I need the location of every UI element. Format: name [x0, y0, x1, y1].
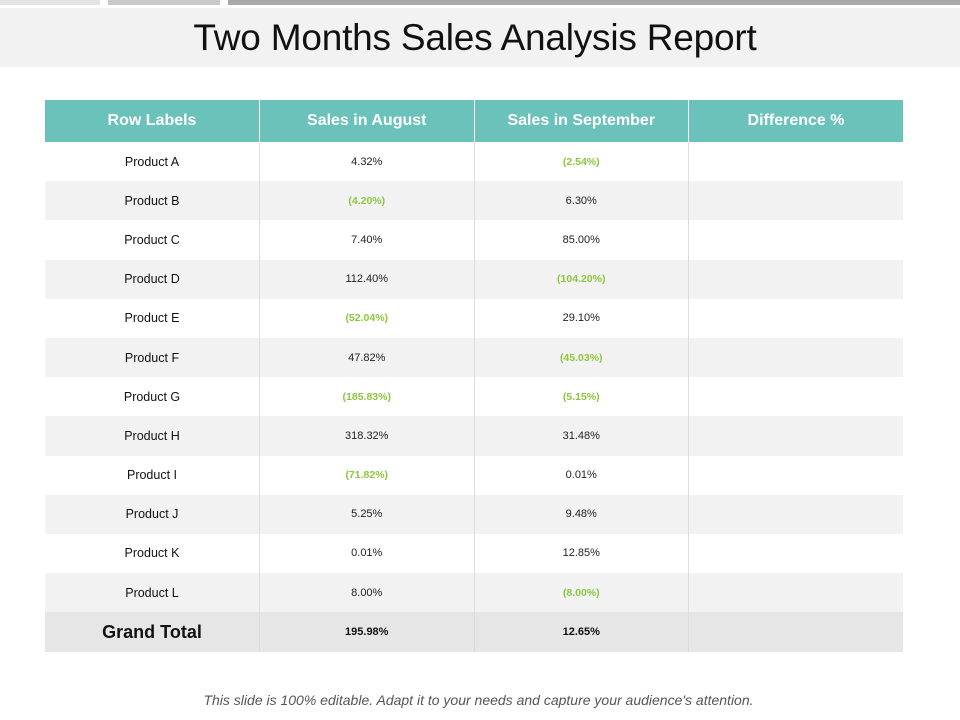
difference-cell [688, 494, 903, 534]
august-cell: 7.40% [259, 220, 475, 260]
page-title: Two Months Sales Analysis Report [193, 17, 757, 58]
september-cell: 85.00% [474, 220, 689, 260]
table-row: Product H 318.32% 31.48% [45, 416, 903, 456]
august-cell: 318.32% [259, 416, 475, 456]
august-cell: (71.82%) [259, 455, 475, 495]
table-row: Product K 0.01% 12.85% [45, 533, 903, 574]
august-cell: 5.25% [259, 494, 475, 534]
column-header-row-labels: Row Labels [45, 100, 260, 142]
difference-cell [688, 377, 903, 417]
august-cell: 8.00% [259, 573, 475, 613]
september-cell: (45.03%) [474, 337, 689, 378]
decor-bar [108, 0, 220, 5]
september-cell: 9.48% [474, 494, 689, 534]
difference-cell [688, 337, 903, 378]
difference-cell [688, 455, 903, 495]
august-cell: (52.04%) [259, 298, 475, 338]
column-header-september: Sales in September [474, 100, 689, 142]
august-cell: (185.83%) [259, 377, 475, 417]
september-cell: 31.48% [474, 416, 689, 456]
table-row: Product A 4.32% (2.54%) [45, 142, 903, 182]
september-cell: 6.30% [474, 181, 689, 221]
august-cell: (4.20%) [259, 181, 475, 221]
september-cell: (2.54%) [474, 142, 689, 182]
difference-cell [688, 533, 903, 574]
row-label-cell: Product E [45, 298, 260, 338]
sales-table: Row Labels Sales in August Sales in Sept… [45, 100, 903, 653]
table-row: Product B (4.20%) 6.30% [45, 181, 903, 221]
grand-total-label: Grand Total [45, 612, 260, 653]
title-band [0, 8, 960, 67]
table-row: Product L 8.00% (8.00%) [45, 573, 903, 613]
difference-cell [688, 298, 903, 338]
grand-total-difference [688, 612, 903, 653]
september-cell: 0.01% [474, 455, 689, 495]
row-label-cell: Product F [45, 337, 260, 378]
august-cell: 0.01% [259, 533, 475, 574]
table-row: Product C 7.40% 85.00% [45, 220, 903, 260]
difference-cell [688, 416, 903, 456]
september-cell: 12.85% [474, 533, 689, 574]
table-row: Product F 47.82% (45.03%) [45, 337, 903, 378]
difference-cell [688, 181, 903, 221]
august-cell: 4.32% [259, 142, 475, 182]
row-label-cell: Product H [45, 416, 260, 456]
column-header-august: Sales in August [259, 100, 475, 142]
september-cell: 29.10% [474, 298, 689, 338]
table-header-row: Row Labels Sales in August Sales in Sept… [45, 100, 903, 142]
august-cell: 112.40% [259, 259, 475, 299]
row-label-cell: Product J [45, 494, 260, 534]
difference-cell [688, 142, 903, 182]
difference-cell [688, 573, 903, 613]
table-row: Product D 112.40% (104.20%) [45, 259, 903, 299]
difference-cell [688, 220, 903, 260]
row-label-cell: Product L [45, 573, 260, 613]
september-cell: (104.20%) [474, 259, 689, 299]
september-cell: (8.00%) [474, 573, 689, 613]
row-label-cell: Product I [45, 455, 260, 495]
table-row: Product I (71.82%) 0.01% [45, 455, 903, 495]
grand-total-september: 12.65% [474, 612, 689, 653]
row-label-cell: Product B [45, 181, 260, 221]
september-cell: (5.15%) [474, 377, 689, 417]
grand-total-august: 195.98% [259, 612, 475, 653]
row-label-cell: Product C [45, 220, 260, 260]
grand-total-row: Grand Total 195.98% 12.65% [45, 612, 903, 653]
row-label-cell: Product A [45, 142, 260, 182]
table-row: Product G (185.83%) (5.15%) [45, 377, 903, 417]
column-header-difference: Difference % [688, 100, 903, 142]
row-label-cell: Product G [45, 377, 260, 417]
table-row: Product J 5.25% 9.48% [45, 494, 903, 534]
august-cell: 47.82% [259, 337, 475, 378]
footer-note: This slide is 100% editable. Adapt it to… [203, 692, 754, 708]
table-body: Product A 4.32% (2.54%) Product B (4.20%) 6.3… [45, 142, 903, 653]
difference-cell [688, 259, 903, 299]
row-label-cell: Product D [45, 259, 260, 299]
top-decoration [0, 0, 960, 6]
table-row: Product E (52.04%) 29.10% [45, 298, 903, 338]
decor-bar [228, 0, 960, 5]
row-label-cell: Product K [45, 533, 260, 574]
decor-bar [0, 0, 100, 5]
